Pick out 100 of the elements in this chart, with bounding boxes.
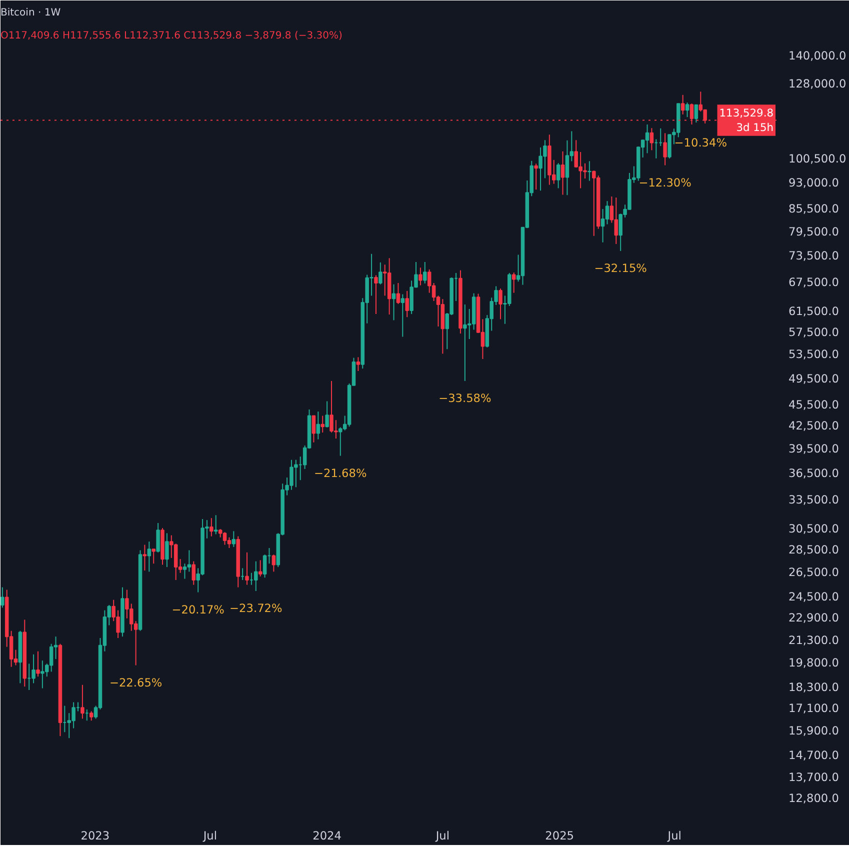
candlestick (498, 288, 502, 320)
candlestick (227, 536, 232, 549)
candlestick (392, 284, 396, 321)
candlestick (214, 514, 218, 535)
y-tick-label: 36,500.0 (788, 466, 839, 480)
x-tick-label: 2025 (545, 828, 574, 842)
candlestick (320, 415, 324, 434)
candlestick (600, 208, 605, 243)
candlestick (254, 560, 258, 592)
y-tick-label: 49,500.0 (788, 371, 839, 386)
x-tick-label: Jul (202, 828, 217, 842)
candlestick (463, 304, 467, 382)
candlestick (565, 140, 570, 196)
candlestick (272, 554, 276, 572)
candlestick (192, 560, 196, 586)
candlestick (232, 530, 236, 548)
y-tick-label: 14,700.0 (788, 748, 839, 762)
y-tick-label: 39,500.0 (788, 441, 839, 456)
y-tick-label: 61,500.0 (788, 304, 839, 318)
candlestick (258, 560, 262, 577)
candlestick (645, 124, 650, 154)
annotation: −21.68% (314, 466, 367, 480)
y-tick-label: 33,500.0 (788, 492, 839, 506)
candlestick (182, 563, 187, 580)
y-tick-label: 30,500.0 (788, 522, 839, 536)
candlestick (560, 150, 565, 196)
y-tick-label: 73,500.0 (788, 248, 839, 263)
y-tick-label: 18,300.0 (788, 680, 839, 694)
y-tick-label: 53,500.0 (788, 347, 839, 362)
candlestick (32, 654, 36, 684)
candlestick (378, 262, 382, 285)
y-tick-label: 22,900.0 (788, 610, 839, 624)
candlestick (405, 290, 409, 318)
chart-subtitle: O117,409.6 H117,555.6 L112,371.6 C113,529.8 −3,879.8 (−3.30%) (0, 30, 343, 42)
candlestick (312, 415, 316, 443)
candlestick (338, 426, 342, 456)
candlestick (262, 554, 267, 578)
annotation: −20.17% (172, 602, 225, 616)
candlestick (187, 550, 192, 572)
candlestick (694, 104, 698, 124)
candlestick (427, 268, 432, 294)
x-tick-label: Jul (434, 828, 450, 842)
candlestick (36, 650, 40, 678)
y-tick-label: 26,500.0 (788, 565, 839, 580)
candlestick (80, 684, 84, 720)
candlestick (512, 272, 516, 294)
candlestick (556, 162, 560, 189)
candlestick (49, 643, 54, 672)
y-tick-label: 13,700.0 (788, 770, 839, 784)
annotation: −32.15% (594, 260, 648, 275)
candlestick (222, 532, 227, 546)
y-tick-label: 15,900.0 (788, 724, 839, 738)
candlestick (152, 548, 156, 564)
y-tick-label: 45,500.0 (788, 397, 839, 412)
candlestick (0, 586, 4, 608)
x-tick-label: 2023 (80, 828, 110, 842)
candlestick (210, 518, 214, 537)
candlestick (245, 552, 249, 586)
y-tick-label: 12,800.0 (788, 790, 839, 805)
candlestick (325, 400, 329, 428)
candlestick (374, 274, 378, 315)
y-tick-label: 19,800.0 (788, 656, 839, 670)
y-tick-label: 79,500.0 (788, 224, 839, 238)
y-tick-label: 128,000.0 (788, 76, 846, 91)
candlestick (605, 200, 610, 225)
candlestick (663, 132, 667, 166)
candlestick (174, 543, 178, 580)
y-tick-label: 93,000.0 (788, 176, 839, 190)
y-tick-label: 67,500.0 (788, 275, 839, 290)
y-tick-label: 17,100.0 (788, 701, 839, 716)
y-tick-label: 85,500.0 (788, 202, 839, 216)
candlestick (316, 411, 320, 440)
annotation: −12.30% (638, 175, 692, 190)
candlestick (418, 267, 422, 286)
candlestick (89, 710, 94, 722)
y-tick-label: 24,500.0 (788, 590, 839, 604)
x-tick-label: Jul (666, 828, 682, 842)
x-tick-label: 2024 (312, 828, 342, 842)
candlestick (382, 264, 387, 296)
candlestick (614, 197, 618, 244)
candlestick (423, 261, 427, 284)
y-tick-label: 28,500.0 (788, 542, 839, 557)
annotation: −10.34% (674, 136, 728, 150)
y-tick-label: 140,000.0 (788, 48, 846, 63)
candlestick (142, 544, 147, 572)
candlestick (650, 128, 654, 151)
candlestick (156, 522, 160, 553)
chart-title: Bitcoin · 1W (0, 8, 61, 18)
annotation: −33.58% (438, 390, 492, 405)
candlestick (356, 356, 360, 372)
candlestick (534, 163, 538, 190)
y-tick-label: 21,300.0 (788, 632, 839, 647)
candlestick (147, 541, 152, 572)
candlestick (685, 102, 690, 118)
y-tick-label: 42,500.0 (788, 418, 839, 433)
ref-line-label: 113,529.8 3d 15h (719, 106, 774, 134)
candlestick (165, 532, 169, 568)
candlestick (592, 170, 596, 236)
candlestick (400, 294, 405, 338)
annotation: −23.72% (230, 601, 282, 616)
